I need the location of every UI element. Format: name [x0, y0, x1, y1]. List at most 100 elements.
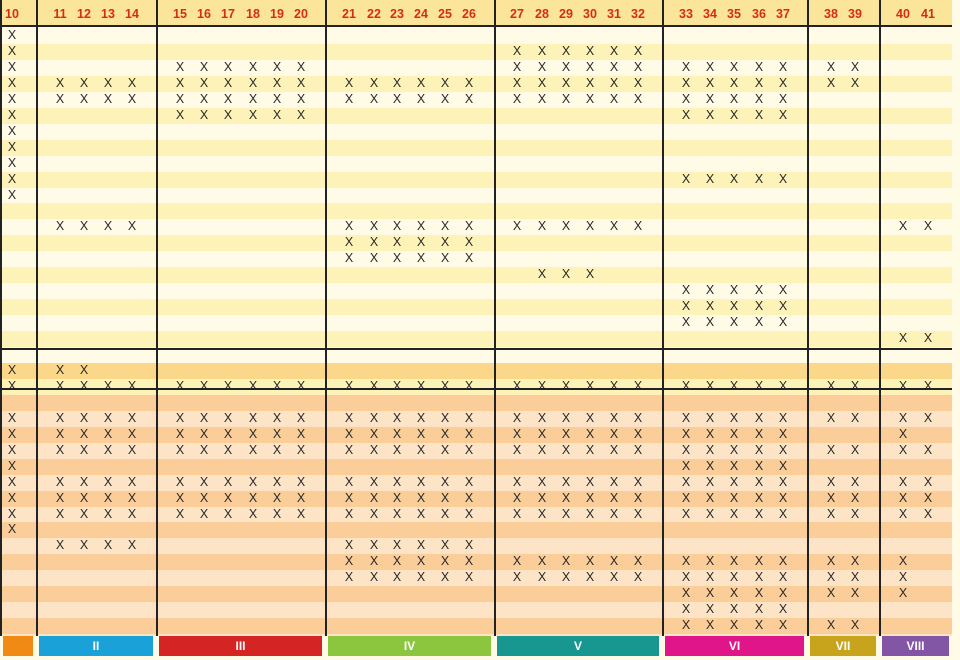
- mark-cell: X: [392, 538, 402, 553]
- mark-cell: X: [175, 506, 185, 521]
- mark-cell: X: [464, 554, 474, 569]
- mark-cell: X: [440, 442, 450, 457]
- mark-cell: X: [705, 586, 715, 601]
- mark-cell: X: [681, 474, 691, 489]
- mark-cell: X: [609, 426, 619, 441]
- group-tab[interactable]: [0, 636, 36, 656]
- mark-cell: X: [440, 219, 450, 234]
- mark-cell: X: [826, 474, 836, 489]
- group-tab[interactable]: VII: [807, 636, 879, 656]
- column-header: 21: [342, 7, 356, 21]
- group-tab[interactable]: VIII: [879, 636, 952, 656]
- mark-cell: X: [103, 506, 113, 521]
- mark-cell: X: [223, 59, 233, 74]
- mark-cell: X: [7, 458, 17, 473]
- mark-cell: X: [103, 91, 113, 106]
- mark-cell: X: [537, 442, 547, 457]
- mark-cell: X: [440, 538, 450, 553]
- mark-cell: X: [778, 299, 788, 314]
- mark-cell: X: [512, 410, 522, 425]
- mark-cell: X: [79, 362, 89, 377]
- mark-cell: X: [898, 442, 908, 457]
- mark-cell: X: [103, 442, 113, 457]
- mark-cell: X: [416, 506, 426, 521]
- row-band: [0, 299, 952, 316]
- mark-cell: X: [272, 75, 282, 90]
- mark-cell: X: [127, 538, 137, 553]
- mark-cell: X: [344, 75, 354, 90]
- mark-cell: X: [175, 442, 185, 457]
- mark-cell: X: [898, 490, 908, 505]
- mark-cell: X: [681, 426, 691, 441]
- mark-cell: X: [898, 506, 908, 521]
- mark-cell: X: [705, 91, 715, 106]
- mark-cell: X: [7, 91, 17, 106]
- mark-cell: X: [416, 490, 426, 505]
- row-band: [0, 442, 952, 460]
- mark-cell: X: [561, 506, 571, 521]
- row-band: [0, 43, 952, 61]
- mark-cell: X: [440, 570, 450, 585]
- mark-cell: X: [633, 554, 643, 569]
- mark-cell: X: [778, 107, 788, 122]
- mark-cell: X: [392, 378, 402, 393]
- mark-cell: X: [754, 506, 764, 521]
- mark-cell: X: [923, 474, 933, 489]
- mark-cell: X: [296, 474, 306, 489]
- row-band: [0, 522, 952, 539]
- mark-cell: X: [416, 235, 426, 250]
- mark-cell: X: [127, 426, 137, 441]
- mark-cell: X: [79, 426, 89, 441]
- mark-cell: X: [344, 426, 354, 441]
- mark-cell: X: [609, 570, 619, 585]
- mark-cell: X: [272, 442, 282, 457]
- mark-cell: X: [79, 75, 89, 90]
- mark-cell: X: [754, 570, 764, 585]
- mark-cell: X: [850, 442, 860, 457]
- mark-cell: X: [344, 378, 354, 393]
- mark-cell: X: [175, 59, 185, 74]
- mark-cell: X: [681, 506, 691, 521]
- mark-cell: X: [416, 538, 426, 553]
- mark-cell: X: [344, 474, 354, 489]
- group-tab[interactable]: II: [36, 636, 156, 656]
- mark-cell: X: [55, 75, 65, 90]
- mark-cell: X: [826, 490, 836, 505]
- group-tab[interactable]: IV: [325, 636, 494, 656]
- mark-cell: X: [585, 554, 595, 569]
- row-band: [0, 618, 952, 635]
- mark-cell: X: [248, 442, 258, 457]
- mark-cell: X: [561, 490, 571, 505]
- mark-cell: X: [512, 554, 522, 569]
- mark-cell: X: [344, 442, 354, 457]
- mark-cell: X: [369, 91, 379, 106]
- mark-cell: X: [537, 219, 547, 234]
- mark-cell: X: [923, 331, 933, 346]
- mark-cell: X: [344, 570, 354, 585]
- mark-cell: X: [729, 107, 739, 122]
- mark-cell: X: [344, 219, 354, 234]
- mark-cell: X: [103, 538, 113, 553]
- mark-cell: X: [440, 474, 450, 489]
- mark-cell: X: [296, 378, 306, 393]
- mark-cell: X: [175, 490, 185, 505]
- mark-cell: X: [127, 91, 137, 106]
- mark-cell: X: [609, 554, 619, 569]
- mark-cell: X: [778, 410, 788, 425]
- mark-cell: X: [392, 426, 402, 441]
- mark-cell: X: [754, 602, 764, 617]
- mark-cell: X: [79, 474, 89, 489]
- group-tab[interactable]: VI: [662, 636, 807, 656]
- mark-cell: X: [681, 458, 691, 473]
- mark-cell: X: [754, 554, 764, 569]
- group-tab[interactable]: III: [156, 636, 325, 656]
- mark-cell: X: [7, 442, 17, 457]
- mark-cell: X: [199, 59, 209, 74]
- mark-cell: X: [392, 490, 402, 505]
- mark-cell: X: [705, 299, 715, 314]
- group-tab[interactable]: V: [494, 636, 662, 656]
- column-header: 11: [53, 7, 67, 21]
- mark-cell: X: [440, 410, 450, 425]
- column-header: 25: [438, 7, 452, 21]
- mark-cell: X: [223, 91, 233, 106]
